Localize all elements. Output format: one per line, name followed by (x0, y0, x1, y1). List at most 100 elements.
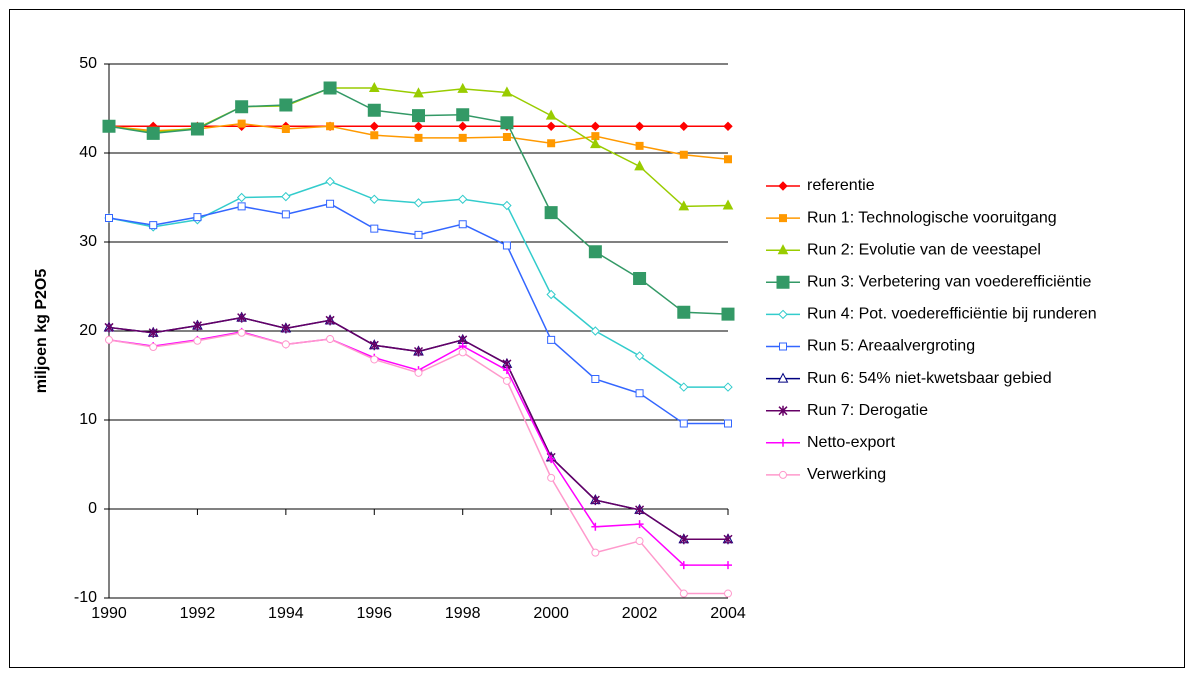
marker (458, 348, 467, 357)
marker (368, 81, 380, 93)
marker (105, 335, 113, 344)
legend-marker (778, 405, 788, 416)
y-axis-label: miljoen kg P2O5 (33, 269, 50, 394)
x-tick-label: 1994 (268, 605, 304, 622)
marker (502, 366, 511, 375)
legend-marker (779, 438, 787, 447)
marker (547, 335, 556, 344)
marker (634, 351, 645, 361)
marker (547, 139, 556, 148)
legend-label: Run 1: Technologische vooruitgang (807, 209, 1057, 226)
marker (723, 121, 733, 132)
marker (547, 455, 556, 464)
marker (546, 289, 556, 300)
marker (633, 271, 647, 285)
marker (724, 561, 732, 570)
marker (146, 126, 160, 140)
marker (367, 103, 381, 117)
marker (281, 340, 290, 349)
marker (413, 87, 424, 98)
x-tick-label: 1996 (356, 605, 392, 622)
marker (634, 121, 645, 132)
marker (369, 121, 379, 132)
y-tick-label: 50 (79, 55, 97, 72)
marker (105, 213, 113, 222)
marker (281, 210, 290, 219)
marker (679, 382, 689, 392)
marker (149, 343, 158, 352)
marker (326, 199, 335, 208)
marker (591, 132, 600, 141)
marker (281, 191, 291, 202)
legend-marker (779, 342, 787, 351)
marker (724, 155, 732, 164)
x-tick-label: 2004 (710, 605, 746, 622)
marker (369, 340, 379, 351)
marker (723, 382, 733, 392)
y-tick-label: 30 (79, 233, 97, 250)
marker (677, 305, 691, 319)
marker (679, 150, 688, 159)
marker (590, 326, 601, 336)
marker (458, 133, 467, 142)
marker (724, 589, 732, 598)
marker (500, 116, 514, 130)
legend-label: Run 7: Derogatie (807, 402, 928, 419)
marker (590, 495, 600, 506)
marker (679, 534, 689, 545)
marker (370, 224, 379, 233)
marker (590, 138, 601, 149)
marker (369, 194, 379, 204)
marker (102, 119, 116, 133)
marker (502, 132, 511, 141)
marker (457, 82, 469, 93)
y-tick-label: 0 (88, 500, 97, 517)
marker (635, 504, 645, 515)
marker (721, 307, 735, 321)
marker (281, 323, 291, 334)
marker (412, 109, 425, 123)
marker (679, 419, 688, 428)
marker (325, 315, 335, 326)
marker (370, 355, 379, 364)
chart-border (9, 9, 1185, 668)
legend-marker (777, 244, 789, 255)
x-tick-label: 1998 (445, 605, 481, 622)
marker (190, 122, 204, 136)
y-tick-label: 40 (79, 144, 97, 161)
marker (279, 98, 293, 112)
marker (237, 312, 247, 323)
marker (678, 200, 690, 211)
marker (323, 81, 337, 95)
x-tick-label: 1990 (91, 605, 127, 622)
legend-marker (777, 372, 789, 383)
marker (458, 121, 468, 132)
marker (591, 375, 600, 384)
marker (414, 133, 423, 142)
marker (724, 419, 732, 428)
marker (192, 320, 202, 331)
marker (591, 548, 600, 557)
marker (635, 537, 644, 546)
legend-label: Run 6: 54% niet-kwetsbaar gebied (807, 370, 1052, 387)
legend-marker (779, 214, 787, 223)
marker (193, 336, 202, 345)
legend-marker (778, 181, 788, 191)
legend-label: Run 5: Areaalvergroting (807, 338, 975, 355)
marker (502, 376, 511, 385)
marker (237, 328, 246, 337)
marker (588, 245, 602, 259)
y-tick-label: -10 (74, 589, 97, 606)
x-tick-label: 2002 (622, 605, 658, 622)
marker (546, 121, 556, 132)
marker (370, 131, 379, 140)
marker (590, 121, 601, 132)
marker (413, 198, 424, 208)
y-tick-label: 20 (79, 322, 97, 339)
marker (679, 589, 688, 598)
marker (326, 122, 335, 131)
marker (149, 221, 158, 230)
legend-marker (776, 275, 790, 289)
